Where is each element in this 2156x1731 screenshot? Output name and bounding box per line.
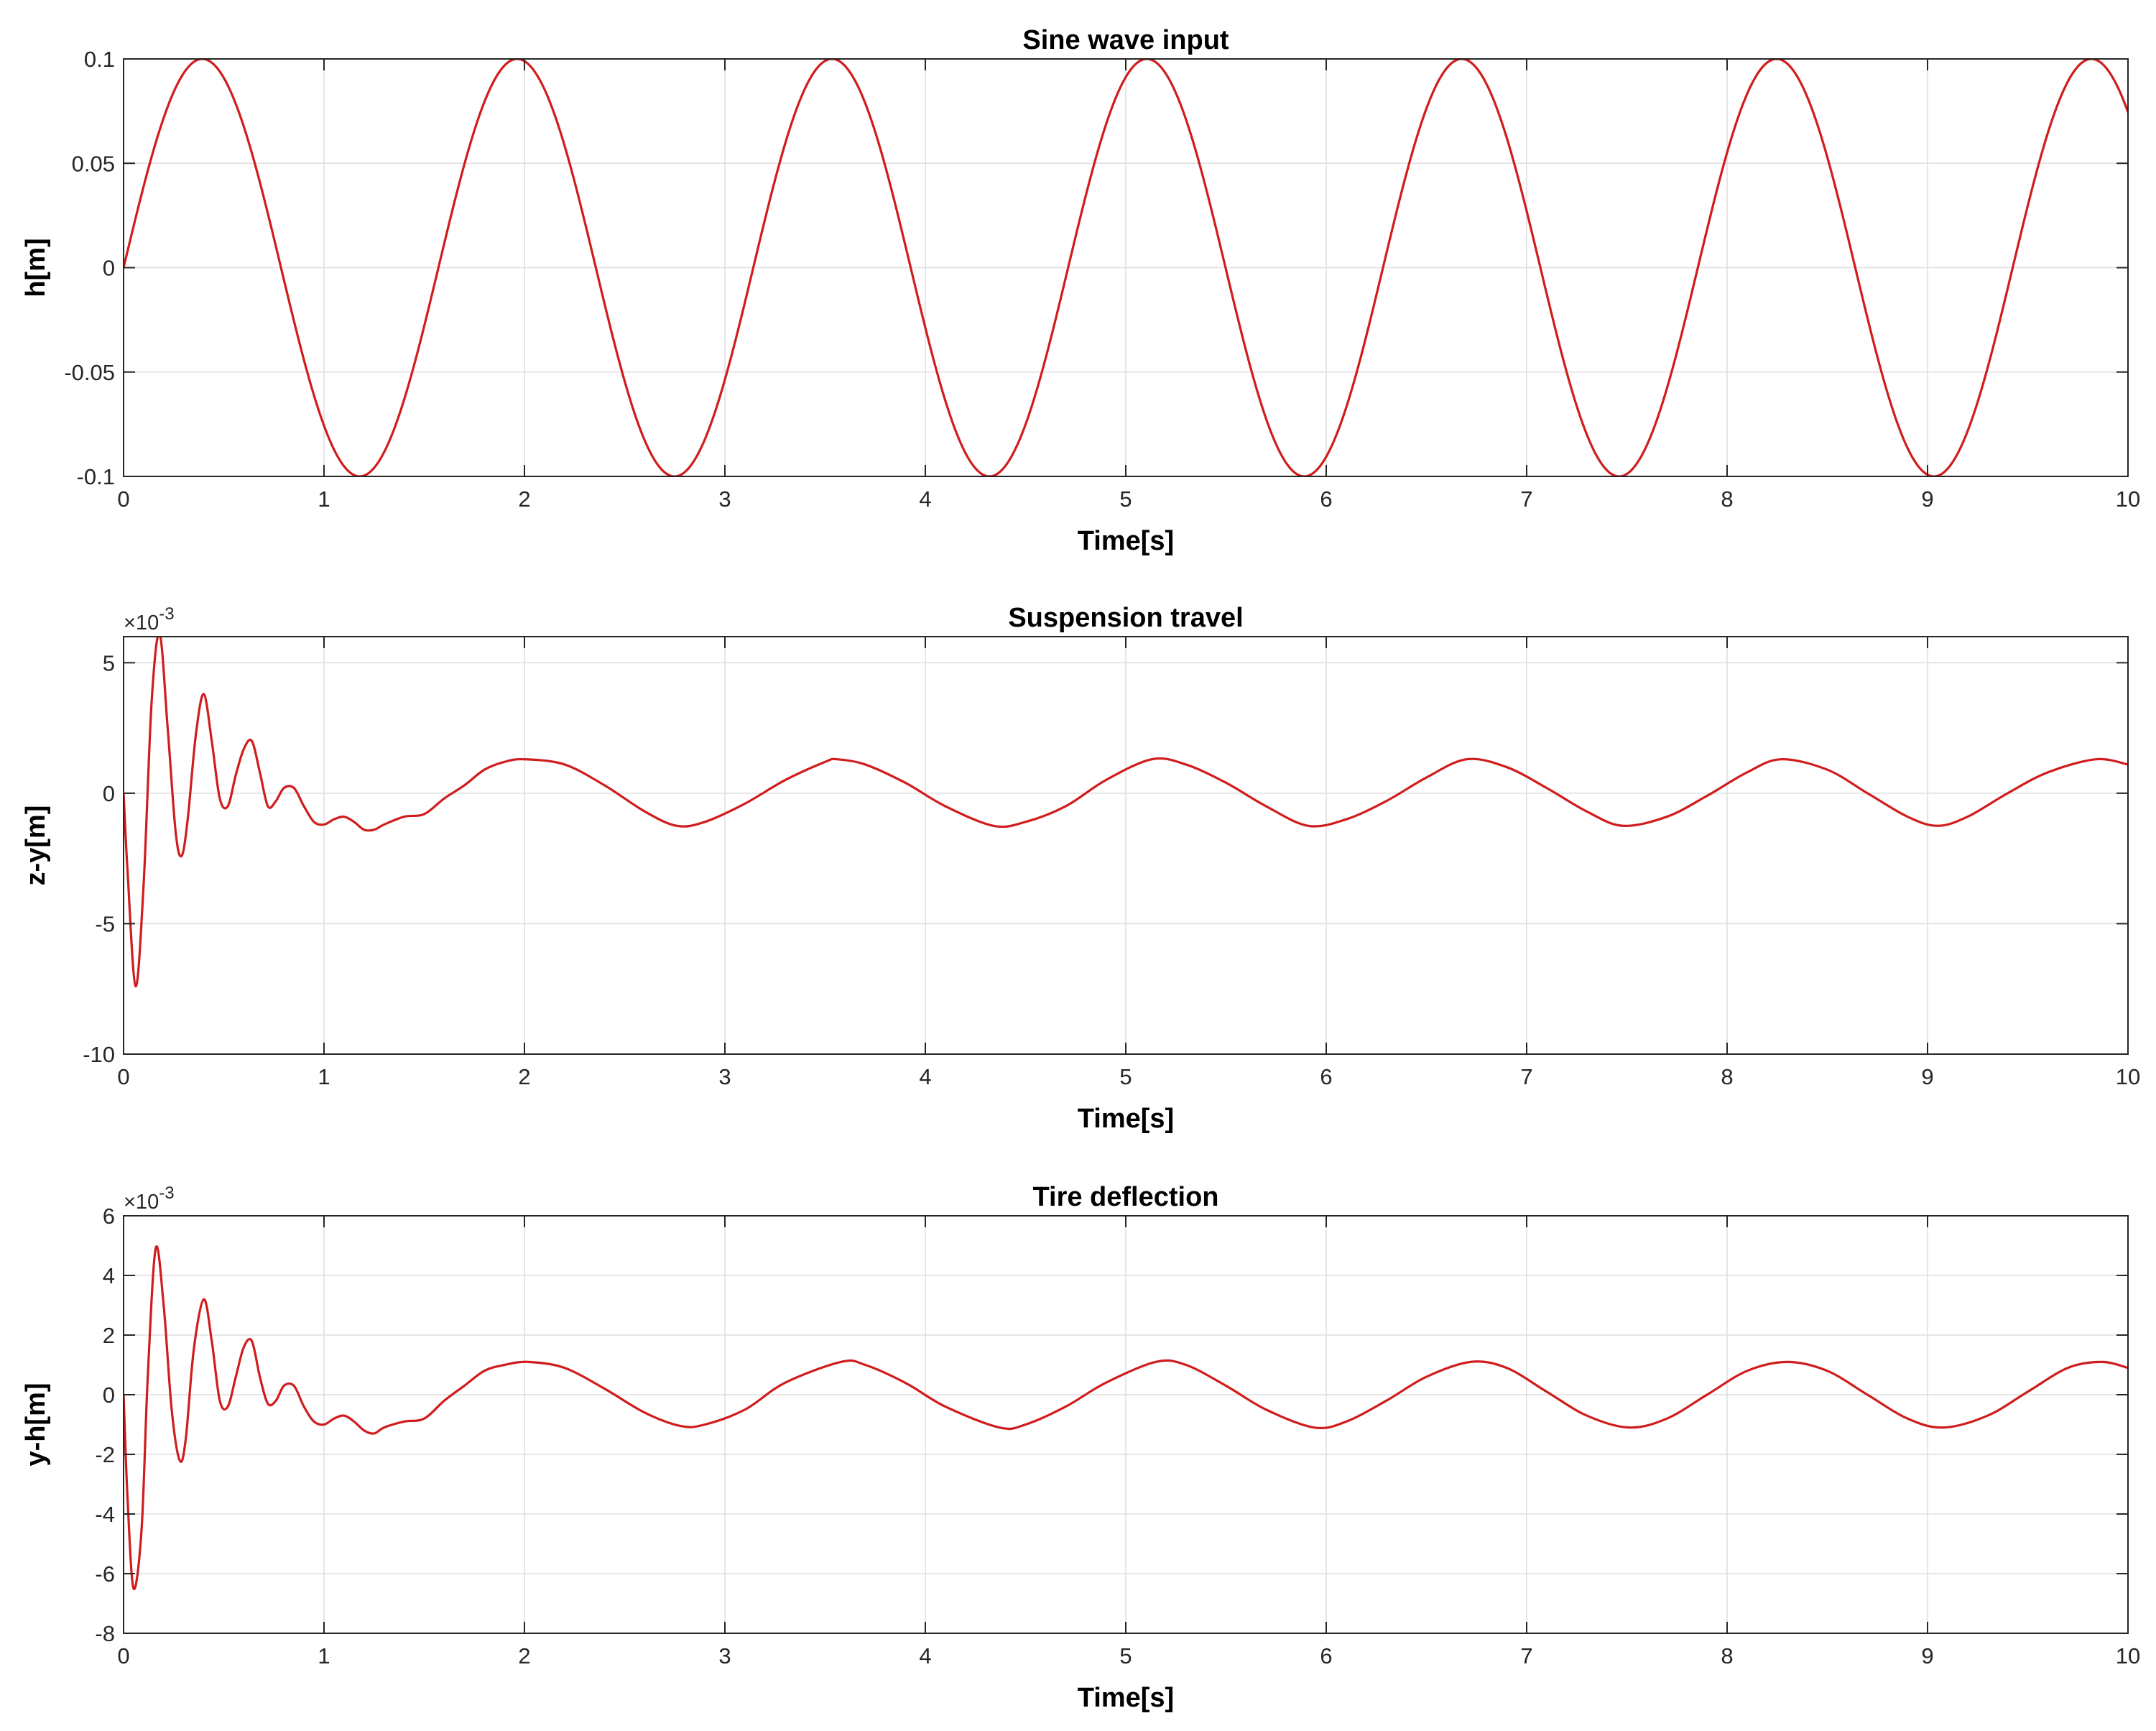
suspension-travel-x-tick-label: 1 — [318, 1064, 330, 1089]
sine-wave-input-x-tick-label: 7 — [1520, 486, 1532, 512]
sine-wave-input-y-tick-label: -0.1 — [77, 464, 115, 489]
suspension-travel-x-tick-label: 7 — [1520, 1064, 1532, 1089]
suspension-travel-x-tick-label: 8 — [1721, 1064, 1733, 1089]
sine-wave-input-x-tick-label: 4 — [919, 486, 931, 512]
tire-deflection-y-exponent-base: ×10 — [124, 1191, 159, 1214]
tire-deflection-y-tick-label: -4 — [95, 1502, 115, 1527]
tire-deflection-y-tick-label: 2 — [103, 1323, 115, 1348]
tire-deflection-y-tick-label: -6 — [95, 1561, 115, 1587]
sine-wave-input-y-tick-label: 0.05 — [72, 151, 115, 176]
tire-deflection-x-tick-label: 3 — [718, 1643, 731, 1668]
sine-wave-input-x-tick-label: 5 — [1119, 486, 1132, 512]
suspension-travel-x-tick-label: 4 — [919, 1064, 931, 1089]
suspension-travel-y-axis-label: z-y[m] — [21, 806, 51, 886]
suspension-travel-x-tick-label: 5 — [1119, 1064, 1132, 1089]
suspension-travel-y-tick-label: -5 — [95, 911, 115, 936]
suspension-travel-axes: 0 1 2 3 4 5 6 7 8 9 10 -10 -5 0 5 Suspension travel Time… — [21, 603, 2140, 1134]
sine-wave-input-x-tick-label: 9 — [1921, 486, 1933, 512]
suspension-travel-x-tick-label: 3 — [718, 1064, 731, 1089]
tire-deflection-x-tick-label: 0 — [117, 1643, 129, 1668]
tire-deflection-x-axis-label: Time[s] — [1078, 1683, 1174, 1713]
tire-deflection-axes: 0 1 2 3 4 5 6 7 8 9 10 -8 -6 -4 -2 0 2 4 6 Tire deflection T… — [21, 1182, 2140, 1713]
tire-deflection-x-tick-label: 1 — [318, 1643, 330, 1668]
sine-wave-input-x-tick-label: 2 — [518, 486, 530, 512]
sine-wave-input-y-axis-label: h[m] — [21, 238, 51, 297]
tire-deflection-x-tick-label: 6 — [1320, 1643, 1332, 1668]
sine-wave-input-title: Sine wave input — [1022, 25, 1229, 55]
suspension-travel-x-tick-label: 10 — [2116, 1064, 2140, 1089]
suspension-travel-y-tick-label: 0 — [103, 781, 115, 806]
sine-wave-input-x-tick-label: 3 — [718, 486, 731, 512]
suspension-travel-x-axis-label: Time[s] — [1078, 1104, 1174, 1134]
tire-deflection-y-tick-label: -2 — [95, 1442, 115, 1467]
suspension-travel-title: Suspension travel — [1008, 603, 1243, 633]
tire-deflection-y-tick-label: 4 — [103, 1263, 115, 1288]
tire-deflection-series-line — [124, 1245, 2128, 1591]
tire-deflection-x-tick-label: 10 — [2116, 1643, 2140, 1668]
sine-wave-input-x-tick-label: 8 — [1721, 486, 1733, 512]
sine-wave-input-x-tick-label: 6 — [1320, 486, 1332, 512]
sine-wave-input-y-tick-label: 0 — [103, 256, 115, 281]
suspension-travel-y-tick-label: 5 — [103, 650, 115, 675]
suspension-travel-series-line — [124, 637, 2128, 988]
sine-wave-input-axes: 0 1 2 3 4 5 6 7 8 9 10 -0.1 -0.05 0 0.05 0.1 Sine wave i… — [21, 25, 2140, 556]
suspension-travel-y-exponent: ×10-3 — [124, 604, 175, 634]
sine-wave-input-series-line — [124, 59, 2128, 476]
suspension-travel-x-tick-label: 6 — [1320, 1064, 1332, 1089]
tire-deflection-y-tick-label: 6 — [103, 1204, 115, 1229]
tire-deflection-title: Tire deflection — [1032, 1182, 1218, 1212]
suspension-travel-x-tick-label: 2 — [518, 1064, 530, 1089]
tire-deflection-x-tick-label: 9 — [1921, 1643, 1933, 1668]
tire-deflection-y-exponent-power: -3 — [159, 1183, 174, 1203]
tire-deflection-x-tick-label: 5 — [1119, 1643, 1132, 1668]
tire-deflection-y-tick-label: 0 — [103, 1383, 115, 1408]
tire-deflection-x-tick-label: 2 — [518, 1643, 530, 1668]
tire-deflection-x-tick-label: 8 — [1721, 1643, 1733, 1668]
sine-wave-input-x-axis-label: Time[s] — [1078, 526, 1174, 556]
tire-deflection-y-exponent: ×10-3 — [124, 1183, 175, 1214]
sine-wave-input-x-tick-label: 1 — [318, 486, 330, 512]
tire-deflection-y-tick-label: -8 — [95, 1621, 115, 1646]
suspension-travel-y-exponent-power: -3 — [159, 604, 174, 624]
sine-wave-input-y-tick-label: -0.05 — [64, 360, 115, 385]
sine-wave-input-x-tick-label: 0 — [117, 486, 129, 512]
sine-wave-input-y-tick-label: 0.1 — [84, 47, 115, 72]
tire-deflection-x-tick-label: 7 — [1520, 1643, 1532, 1668]
suspension-travel-x-tick-label: 0 — [117, 1064, 129, 1089]
sine-wave-input-x-tick-label: 10 — [2116, 486, 2140, 512]
tire-deflection-x-tick-label: 4 — [919, 1643, 931, 1668]
suspension-travel-y-exponent-base: ×10 — [124, 611, 159, 634]
suspension-travel-x-tick-label: 9 — [1921, 1064, 1933, 1089]
tire-deflection-y-axis-label: y-h[m] — [21, 1383, 51, 1466]
suspension-travel-y-tick-label: -10 — [83, 1042, 115, 1067]
